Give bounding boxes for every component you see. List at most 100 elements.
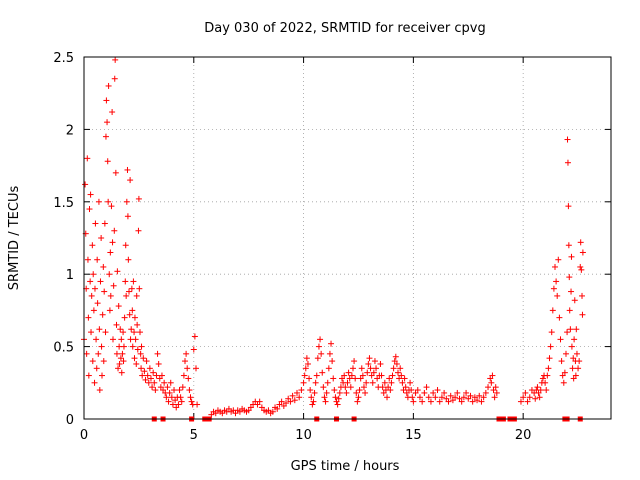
data-point [545,365,552,372]
data-point [91,379,98,386]
data-point [571,297,578,304]
data-point [122,278,129,285]
data-point [132,336,139,343]
data-point [154,350,161,357]
data-point [561,369,568,376]
data-point [283,400,290,407]
data-point [84,256,91,263]
data-point [347,384,354,391]
data-point [166,389,173,396]
data-point [358,365,365,372]
data-point [131,329,138,336]
data-point [106,307,113,314]
data-point [354,398,361,405]
y-tick-label: 0 [66,413,74,428]
data-point [97,278,104,285]
data-point [319,369,326,376]
x-tick-label: 10 [295,428,312,443]
data-point [129,343,136,350]
data-point [392,353,399,360]
data-point [313,372,320,379]
data-point [474,397,481,404]
data-point [576,358,583,365]
data-point [562,350,569,357]
data-point [564,329,571,336]
y-tick-label: 2.5 [53,51,74,66]
data-point [377,360,384,367]
data-point [126,311,133,318]
data-point [569,365,576,372]
data-point [119,350,126,357]
data-point [536,394,543,401]
data-point [432,394,439,401]
data-point [314,355,321,362]
data-point [176,387,183,394]
data-point [332,394,339,401]
data-point [131,314,138,321]
data-point [366,355,373,362]
x-tick-label: 15 [405,428,422,443]
data-point [488,379,495,386]
data-point [185,375,192,382]
data-point [334,401,341,408]
data-point [482,389,489,396]
data-point [135,195,142,202]
data-point [163,394,170,401]
data-point [146,365,153,372]
data-point [95,198,102,205]
data-point [134,321,141,328]
data-point [365,360,372,367]
data-point [94,256,101,263]
data-point [552,263,559,270]
data-point [532,395,539,402]
data-point [104,119,111,126]
data-point [133,360,140,367]
data-point [520,394,527,401]
data-point [117,326,124,333]
data-point [579,249,586,256]
data-point [145,379,152,386]
data-point [537,387,544,394]
data-point [524,398,531,405]
data-point [364,369,371,376]
data-point [86,206,93,213]
data-point [336,389,343,396]
data-point [110,282,117,289]
data-point [101,220,108,227]
data-point [171,387,178,394]
data-point [131,355,138,362]
data-point [158,372,165,379]
chart-title: Day 030 of 2022, SRMTID for receiver cpv… [204,21,486,36]
data-point [153,372,160,379]
data-point [463,389,470,396]
data-point [93,365,100,372]
data-point [571,336,578,343]
data-point [329,358,336,365]
data-point [121,314,128,321]
data-point [320,384,327,391]
data-point [105,82,112,89]
data-point [393,360,400,367]
data-point [188,398,195,405]
data-point [138,365,145,372]
data-point [190,346,197,353]
data-point [112,169,119,176]
data-point [111,75,118,82]
data-point [111,227,118,234]
data-point [419,398,426,405]
data-point [144,372,151,379]
data-point [298,387,305,394]
data-point [149,384,156,391]
data-point [480,394,487,401]
data-point [309,401,316,408]
data-point [124,166,131,173]
data-point [192,365,199,372]
data-point [183,350,190,357]
data-point [296,394,303,401]
data-point [136,329,143,336]
data-point [547,343,554,350]
data-point [100,263,107,270]
data-point [399,379,406,386]
data-point [125,256,132,263]
data-point [99,372,106,379]
